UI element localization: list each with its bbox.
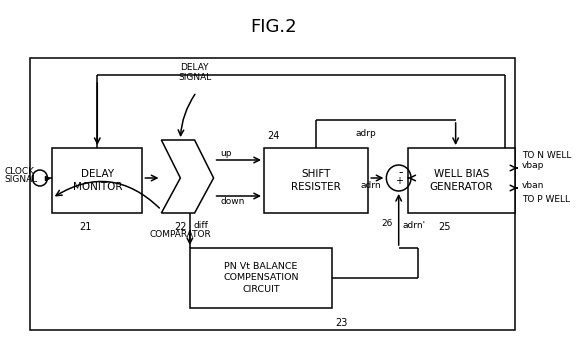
Text: COMPARATOR: COMPARATOR <box>150 230 211 239</box>
Bar <box>408 148 514 213</box>
Text: adrn: adrn <box>361 181 381 191</box>
Text: WELL BIAS
GENERATOR: WELL BIAS GENERATOR <box>430 169 493 192</box>
Text: SIGNAL: SIGNAL <box>178 74 211 82</box>
Text: down: down <box>220 198 245 206</box>
Text: TO P WELL: TO P WELL <box>522 196 570 204</box>
Text: DELAY: DELAY <box>180 63 209 73</box>
Text: FIG.2: FIG.2 <box>250 18 297 36</box>
Text: -: - <box>399 166 403 179</box>
Text: SIGNAL: SIGNAL <box>5 176 38 184</box>
Bar <box>190 248 332 308</box>
Polygon shape <box>161 140 214 213</box>
Text: 25: 25 <box>438 222 450 232</box>
Text: 24: 24 <box>268 131 280 141</box>
Text: 26: 26 <box>382 219 393 228</box>
Text: SHIFT
RESISTER: SHIFT RESISTER <box>291 169 341 192</box>
Text: up: up <box>220 149 232 159</box>
Text: adrp: adrp <box>356 129 377 139</box>
Text: vbap: vbap <box>522 160 544 170</box>
Text: DELAY
MONITOR: DELAY MONITOR <box>73 169 122 192</box>
Text: +: + <box>395 176 403 186</box>
Text: 21: 21 <box>79 222 92 232</box>
Text: TO N WELL: TO N WELL <box>522 151 571 160</box>
Bar <box>52 148 142 213</box>
Text: diff: diff <box>194 221 209 231</box>
Text: 23: 23 <box>336 318 348 328</box>
Bar <box>31 58 514 330</box>
Text: adrn': adrn' <box>403 220 426 230</box>
Text: CLOCK: CLOCK <box>5 167 35 177</box>
Text: PN Vt BALANCE
COMPENSATION
CIRCUIT: PN Vt BALANCE COMPENSATION CIRCUIT <box>223 262 299 294</box>
Text: 22: 22 <box>174 222 187 232</box>
Text: vban: vban <box>522 180 544 190</box>
Bar <box>264 148 368 213</box>
